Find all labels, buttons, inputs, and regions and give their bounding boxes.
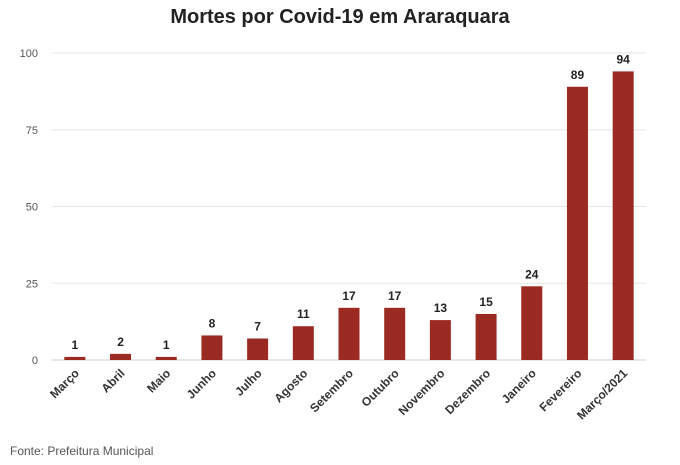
x-tick-label: Agosto (271, 366, 310, 405)
data-label: 17 (342, 289, 356, 303)
bar-13 (612, 71, 634, 361)
y-tick-label: 0 (32, 355, 38, 367)
x-tick-label: Dezembro (442, 366, 493, 417)
data-label: 11 (297, 307, 310, 321)
bar-11 (521, 286, 543, 360)
x-tick-label: Maio (144, 366, 173, 395)
y-tick-label: 50 (26, 202, 38, 214)
bars (64, 71, 634, 361)
data-label: 8 (209, 316, 216, 330)
data-label: 1 (163, 338, 170, 352)
x-tick-label: Junho (184, 366, 219, 401)
data-label: 1 (72, 338, 79, 352)
bar-3 (155, 356, 177, 360)
x-tick-label: Fevereiro (536, 366, 584, 414)
data-label: 13 (434, 301, 448, 315)
bar-5 (247, 338, 269, 360)
bar-12 (566, 86, 588, 361)
x-tick-label: Outubro (358, 366, 401, 409)
data-label: 24 (525, 267, 539, 281)
y-tick-label: 100 (20, 48, 38, 60)
chart-title: Mortes por Covid-19 em Araraquara (170, 6, 510, 28)
x-tick-label: Novembro (396, 366, 448, 418)
x-tick-label: Setembro (307, 366, 356, 415)
data-label: 17 (388, 289, 402, 303)
bar-1 (64, 356, 86, 360)
y-tick-label: 75 (26, 125, 38, 137)
x-tick-label: Abril (98, 366, 127, 395)
bar-9 (429, 320, 451, 360)
x-tick-label: Janeiro (499, 366, 539, 406)
data-label: 94 (616, 52, 630, 66)
y-axis-ticks: 0 25 50 75 100 (20, 48, 38, 367)
data-label: 2 (117, 335, 124, 349)
data-labels: 1 2 1 8 7 11 17 17 13 15 24 89 94 (72, 52, 631, 352)
bar-7 (338, 307, 360, 360)
bar-4 (201, 335, 223, 360)
bar-10 (475, 313, 497, 360)
x-tick-label: Março (47, 366, 82, 401)
data-label: 7 (254, 320, 261, 334)
bar-6 (292, 326, 314, 360)
source-note: Fonte: Prefeitura Municipal (10, 444, 154, 458)
y-tick-label: 25 (26, 278, 38, 290)
data-label: 89 (571, 68, 585, 82)
data-label: 15 (479, 295, 493, 309)
bar-2 (110, 353, 132, 360)
bar-8 (384, 307, 406, 360)
x-tick-label: Julho (232, 366, 265, 399)
